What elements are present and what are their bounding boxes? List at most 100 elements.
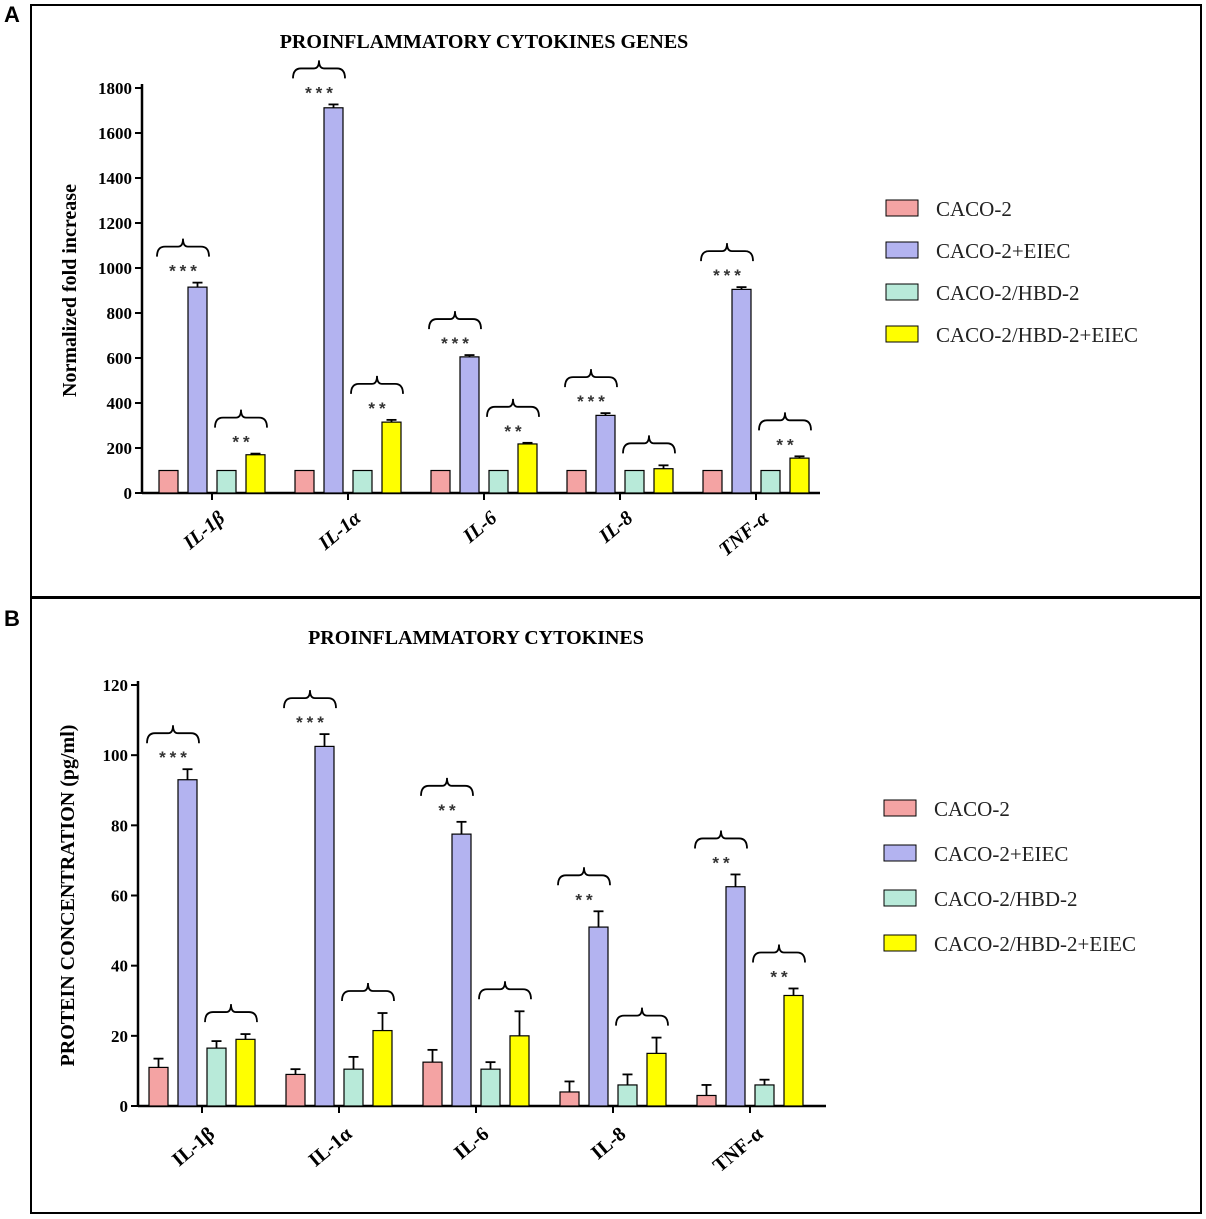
b-significance-brace	[283, 690, 337, 709]
b-significance-brace	[341, 983, 395, 1002]
a-bar-1-4	[245, 454, 266, 494]
b-significance-brace	[478, 981, 532, 1000]
b-significance-brace	[557, 867, 611, 886]
a-bar-3-4	[517, 443, 538, 494]
a-y-tick-label: 1200	[98, 214, 132, 233]
b-bar-2-3	[343, 1068, 364, 1107]
b-bar-2-4	[372, 1029, 393, 1107]
a-legend-label-1: CACO-2	[936, 197, 1012, 221]
a-y-tick-label: 800	[107, 304, 133, 323]
a-category-label-5: TNF-α	[715, 506, 774, 561]
a-legend-swatch-3	[885, 283, 919, 301]
b-legend-swatch-4	[883, 934, 917, 952]
a-y-tick-label: 0	[124, 484, 133, 503]
a-y-tick-label: 600	[107, 349, 133, 368]
b-y-tick-label: 80	[111, 816, 128, 835]
a-bar-1-1	[158, 469, 179, 494]
b-y-tick-label: 20	[111, 1027, 128, 1046]
a-legend-swatch-1	[885, 199, 919, 217]
b-y-tick-label: 0	[120, 1097, 129, 1116]
a-legend-label-3: CACO-2/HBD-2	[936, 281, 1080, 305]
b-bar-4-1	[559, 1091, 580, 1107]
b-bar-2-2	[314, 745, 335, 1107]
b-category-label-3: IL-6	[450, 1123, 493, 1164]
a-legend-label-4: CACO-2/HBD-2+EIEC	[936, 323, 1138, 347]
b-significance-stars: ***	[159, 748, 191, 767]
panel-b-letter: B	[4, 606, 20, 631]
b-significance-brace	[146, 725, 200, 744]
b-bar-1-4	[235, 1038, 256, 1107]
a-bar-1-3	[216, 469, 237, 494]
a-bar-2-4	[381, 421, 402, 494]
b-significance-brace	[752, 944, 806, 963]
a-bar-4-2	[595, 414, 616, 494]
a-significance-brace	[486, 398, 540, 417]
a-y-tick-label: 1400	[98, 169, 132, 188]
a-bar-3-3	[488, 469, 509, 494]
chart-a: PROINFLAMMATORY CYTOKINES GENES Normalize…	[59, 31, 1138, 561]
a-category-label-4: IL-8	[594, 507, 637, 548]
a-significance-brace	[758, 412, 812, 431]
a-bar-1-2	[187, 286, 208, 494]
a-significance-stars: ***	[577, 392, 609, 411]
b-significance-brace	[694, 830, 748, 849]
a-significance-stars: **	[776, 435, 797, 454]
b-y-tick-label: 120	[103, 676, 129, 695]
b-legend-label-3: CACO-2/HBD-2	[934, 887, 1078, 911]
b-legend-swatch-1	[883, 799, 917, 817]
a-bar-4-4	[653, 468, 674, 494]
panel-b-frame	[30, 597, 1202, 1214]
a-bar-4-1	[566, 469, 587, 494]
a-y-tick-label: 1600	[98, 124, 132, 143]
b-bar-3-1	[422, 1061, 443, 1107]
a-bar-3-1	[430, 469, 451, 494]
a-significance-brace	[622, 435, 676, 454]
a-y-axis-label: Normalized fold increase	[59, 184, 81, 397]
b-bar-3-3	[480, 1068, 501, 1107]
b-legend-label-2: CACO-2+EIEC	[934, 842, 1068, 866]
b-y-tick-label: 100	[103, 746, 129, 765]
b-legend-swatch-2	[883, 844, 917, 862]
a-y-tick-label: 1000	[98, 259, 132, 278]
panel-a-letter: A	[4, 2, 20, 27]
b-bar-4-3	[617, 1084, 638, 1107]
a-significance-stars: **	[368, 399, 389, 418]
a-significance-brace	[564, 369, 618, 388]
b-significance-stars: ***	[296, 713, 328, 732]
b-bar-3-2	[451, 833, 472, 1107]
a-significance-brace	[214, 409, 268, 428]
b-significance-stars: **	[575, 890, 596, 909]
a-significance-stars: ***	[305, 83, 337, 102]
a-y-tick-label: 200	[107, 439, 133, 458]
a-legend-label-2: CACO-2+EIEC	[936, 239, 1070, 263]
a-significance-brace	[292, 60, 346, 79]
a-bar-5-2	[731, 288, 752, 494]
b-significance-brace	[420, 777, 474, 796]
a-significance-stars: **	[504, 422, 525, 441]
b-bar-4-2	[588, 926, 609, 1107]
b-chart-title: PROINFLAMMATORY CYTOKINES	[308, 627, 644, 649]
a-bar-3-2	[459, 356, 480, 494]
b-category-label-1: IL-1β	[168, 1123, 219, 1171]
b-bar-2-1	[285, 1073, 306, 1107]
a-bar-2-3	[352, 469, 373, 494]
a-y-tick-label: 1800	[98, 79, 132, 98]
a-significance-brace	[700, 243, 754, 262]
b-bar-4-4	[646, 1052, 667, 1107]
b-significance-brace	[615, 1007, 669, 1026]
a-category-label-2: IL-1α	[314, 506, 366, 555]
b-bar-5-3	[754, 1084, 775, 1107]
a-category-label-3: IL-6	[458, 507, 501, 548]
a-significance-stars: ***	[441, 334, 473, 353]
b-legend-label-1: CACO-2	[934, 797, 1010, 821]
b-bar-1-3	[206, 1047, 227, 1107]
b-y-tick-label: 40	[111, 957, 128, 976]
b-y-tick-label: 60	[111, 887, 128, 906]
b-y-axis-label: PROTEIN CONCENTRATION (pg/ml)	[57, 725, 79, 1067]
b-bar-1-1	[148, 1066, 169, 1107]
b-significance-stars: **	[712, 853, 733, 872]
a-category-label-1: IL-1β	[178, 506, 229, 554]
b-significance-brace	[204, 1004, 258, 1023]
chart-b: PROINFLAMMATORY CYTOKINES PROTEIN CONCENT…	[57, 627, 1136, 1177]
a-bar-5-3	[760, 469, 781, 494]
